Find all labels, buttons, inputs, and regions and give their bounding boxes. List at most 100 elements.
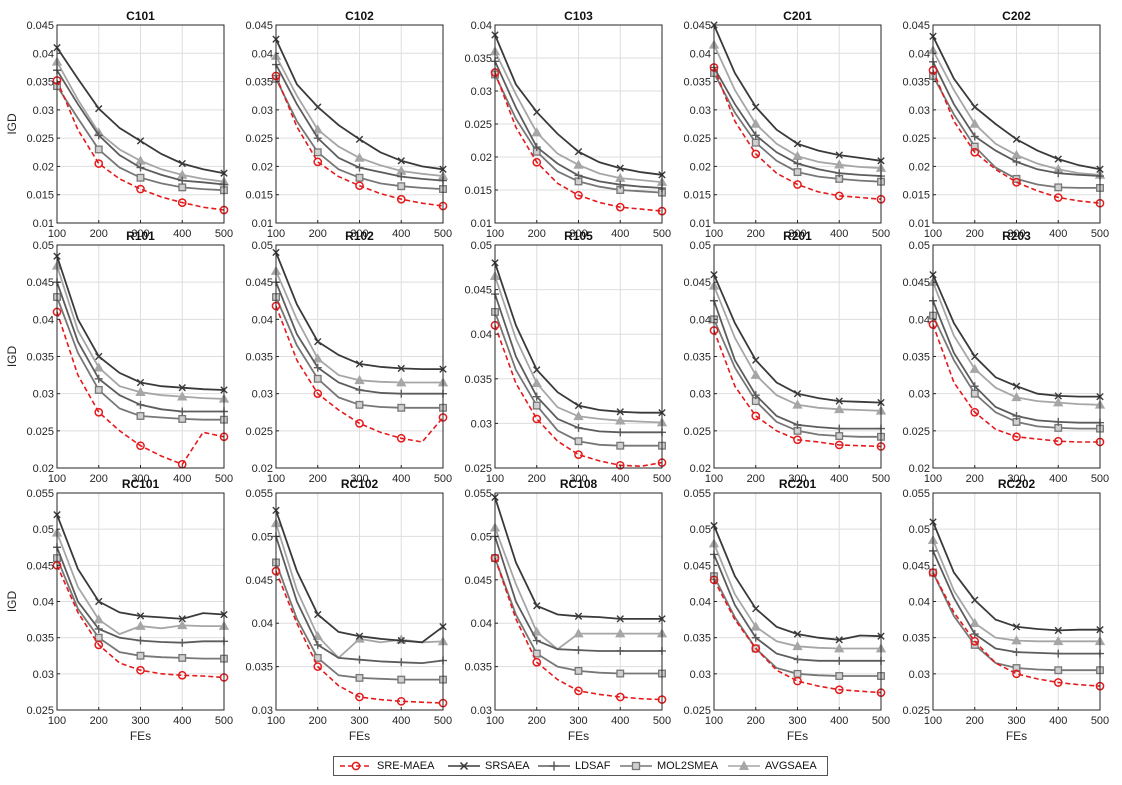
data-point-mol2smea — [136, 173, 145, 182]
x-tick-label: 500 — [653, 228, 671, 240]
data-point-srsaea — [752, 103, 760, 111]
data-point-sre-maea — [834, 440, 844, 450]
x-tick-label: 500 — [653, 715, 671, 727]
data-point-srsaea — [616, 408, 624, 416]
y-tick-label: 0.025 — [464, 119, 492, 131]
x-tick-label: 200 — [747, 715, 765, 727]
y-tick-label: 0.01 — [33, 218, 54, 230]
markers-avgsaea — [927, 276, 1106, 409]
data-point-srsaea — [1054, 626, 1062, 635]
legend-item-avgsaea: AVGSAEA — [726, 757, 817, 775]
data-point-sre-maea — [1053, 678, 1063, 687]
x-tick-label: 300 — [788, 228, 806, 240]
data-point-mol2smea — [1054, 183, 1063, 192]
subplot-title: RC102 — [341, 477, 379, 491]
data-point-srsaea — [752, 605, 760, 613]
data-point-avgsaea — [531, 626, 542, 636]
data-point-ldsaf — [751, 391, 760, 400]
data-point-srsaea — [793, 389, 802, 398]
y-tick-label: 0.025 — [902, 133, 930, 145]
subplot-title: R102 — [345, 229, 374, 243]
data-point-mol2smea — [1012, 664, 1021, 672]
data-point-avgsaea — [312, 124, 323, 134]
data-point-sre-maea — [834, 191, 844, 201]
x-tick-label: 100 — [48, 473, 66, 485]
data-point-mol2smea — [793, 168, 802, 177]
y-tick-label: 0.05 — [909, 524, 930, 536]
x-tick-label: 500 — [434, 228, 452, 240]
subplot-c101: 0.01 0.015 0.02 0.025 0.03 0.035 0.04 0.045 100 2… — [5, 9, 233, 240]
data-point-ldsaf — [616, 428, 625, 437]
x-tick-label: 300 — [569, 473, 587, 485]
y-tick-label: 0.04 — [252, 314, 273, 326]
data-point-mol2smea — [136, 651, 145, 660]
subplot-title: R201 — [783, 229, 812, 243]
data-point-sre-maea — [94, 159, 104, 168]
x-axis-label: FEs — [1006, 729, 1027, 743]
y-tick-label: 0.05 — [33, 524, 54, 536]
x-axis-label: FEs — [568, 729, 589, 743]
y-tick-label: 0.04 — [909, 314, 930, 326]
x-tick-label: 100 — [267, 473, 285, 485]
data-point-srsaea — [971, 596, 979, 604]
y-axis-label: IGD — [5, 113, 19, 135]
y-tick-label: 0.025 — [245, 426, 273, 438]
data-point-ldsaf — [532, 636, 541, 645]
series-line-sre-maea — [56, 311, 225, 466]
subplot-title: RC202 — [998, 477, 1036, 491]
x-tick-label: 400 — [1049, 715, 1067, 727]
data-point-mol2smea — [178, 183, 187, 192]
x-tick-label: 400 — [392, 228, 410, 240]
data-point-ldsaf — [1012, 648, 1021, 657]
y-tick-label: 0.04 — [471, 618, 492, 630]
data-point-mol2smea — [532, 649, 541, 658]
x-axis-label: FEs — [130, 729, 151, 743]
data-point-srsaea — [574, 148, 583, 156]
subplot-title: RC108 — [560, 477, 598, 491]
subplot-title: C201 — [783, 9, 812, 23]
subplot-rc108: 0.03 0.035 0.04 0.045 0.05 0.055 100 200 300 400 5… — [464, 477, 671, 743]
y-tick-label: 0.02 — [252, 161, 273, 173]
subplot-c102: 0.01 0.015 0.02 0.025 0.03 0.035 0.04 0.045 100 2… — [245, 9, 452, 240]
x-tick-label: 500 — [434, 473, 452, 485]
data-point-avgsaea — [93, 362, 104, 372]
data-point-avgsaea — [177, 391, 188, 401]
data-point-mol2smea — [616, 669, 625, 678]
y-tick-label: 0.04 — [252, 618, 273, 630]
legend-marker-triangle-icon — [728, 760, 760, 770]
data-point-ldsaf — [397, 658, 406, 667]
y-tick-label: 0.045 — [683, 20, 711, 32]
series-line-sre-maea — [713, 67, 882, 200]
subplot-title: C103 — [564, 9, 593, 23]
data-point-mol2smea — [313, 374, 322, 383]
x-tick-label: 500 — [215, 228, 233, 240]
markers-srsaea — [710, 271, 885, 407]
y-tick-label: 0.025 — [26, 426, 54, 438]
data-point-mol2smea — [970, 142, 979, 151]
data-point-sre-maea — [615, 202, 625, 212]
data-point-avgsaea — [573, 159, 584, 169]
data-point-ldsaf — [751, 131, 760, 140]
data-point-sre-maea — [1053, 436, 1063, 446]
data-point-ldsaf — [178, 638, 187, 647]
data-point-srsaea — [178, 384, 186, 392]
data-point-srsaea — [355, 135, 364, 143]
data-point-srsaea — [533, 602, 541, 610]
data-point-sre-maea — [751, 149, 761, 159]
subplot-title: RC101 — [122, 477, 160, 491]
x-tick-label: 100 — [267, 715, 285, 727]
y-tick-label: 0.015 — [902, 190, 930, 202]
data-point-sre-maea — [793, 435, 802, 445]
series-line-sre-maea — [275, 570, 444, 704]
subplot-title: RC201 — [779, 477, 817, 491]
y-tick-label: 0.04 — [33, 597, 54, 609]
y-tick-label: 0.03 — [33, 389, 54, 401]
data-point-ldsaf — [793, 420, 802, 429]
y-tick-label: 0.035 — [683, 77, 711, 89]
data-point-srsaea — [95, 352, 103, 361]
x-tick-label: 500 — [872, 473, 890, 485]
subplot-title: R203 — [1002, 229, 1031, 243]
y-tick-label: 0.03 — [252, 389, 273, 401]
x-tick-label: 500 — [653, 473, 671, 485]
data-point-avgsaea — [792, 641, 803, 651]
